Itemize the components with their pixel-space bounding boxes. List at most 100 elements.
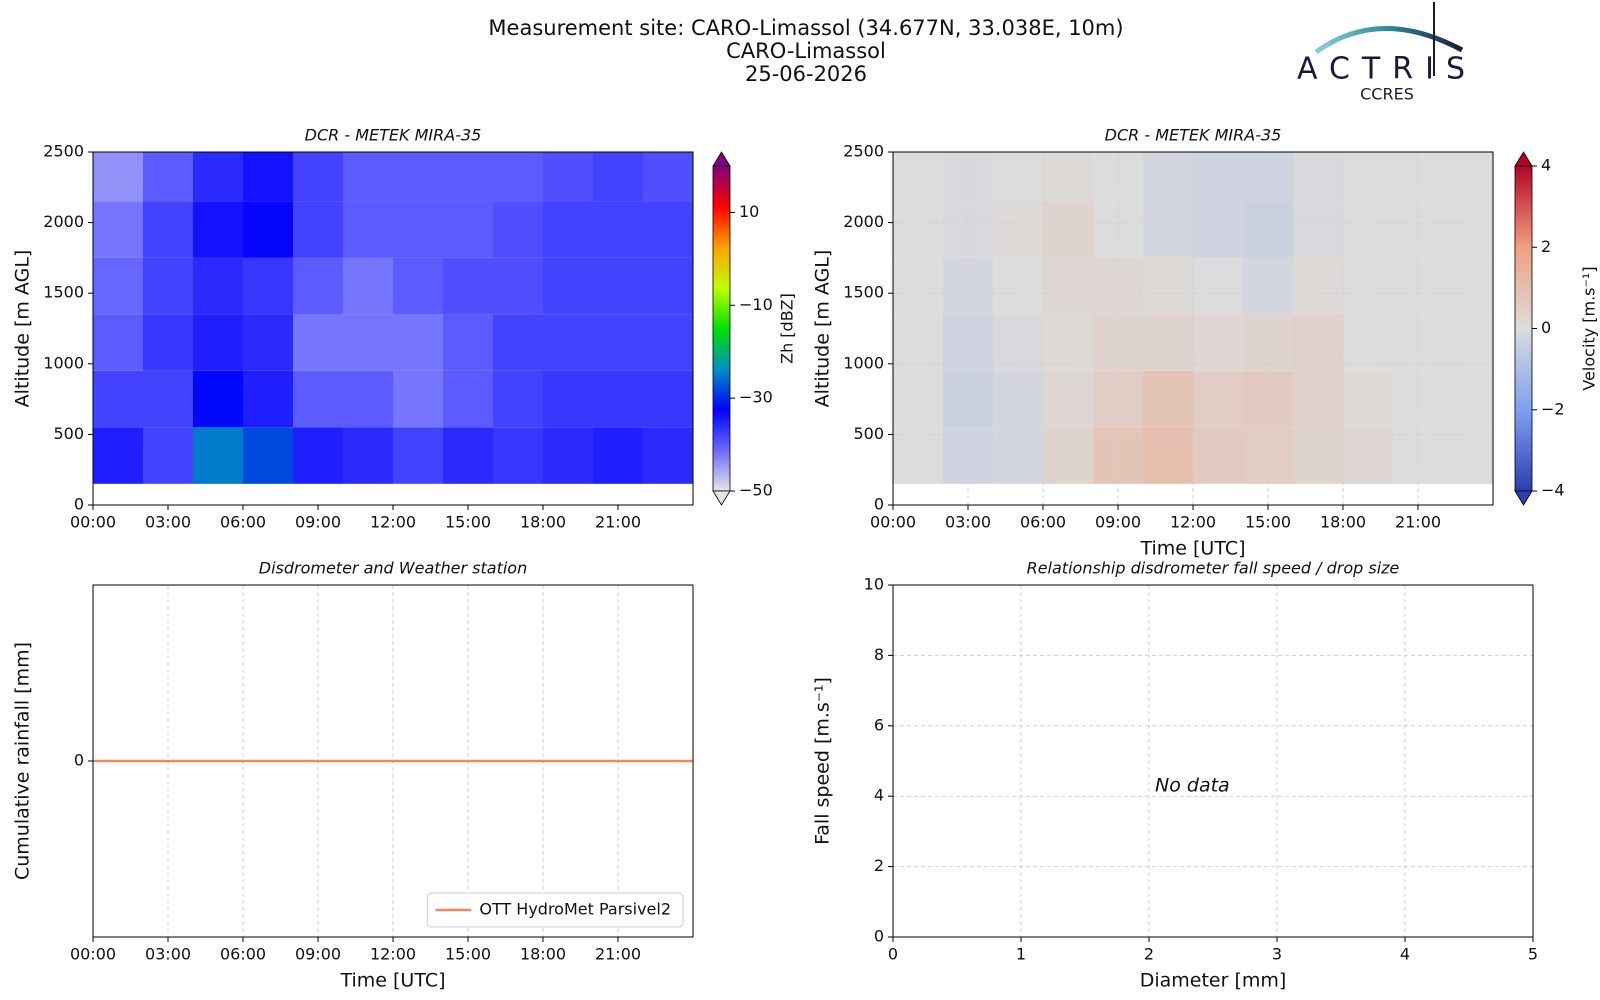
heatmap-cell: [1143, 257, 1193, 315]
heatmap-cell: [193, 427, 243, 484]
plot-area: [893, 585, 1533, 937]
y-axis-label: Altitude [m AGL]: [812, 250, 834, 408]
heatmap-cell: [993, 152, 1043, 202]
heatmap-cell: [1043, 152, 1093, 202]
heatmap-cell: [243, 370, 293, 428]
y-tick-label: 2000: [843, 212, 884, 231]
heatmap-cell: [343, 314, 393, 371]
y-tick-label: 0: [874, 927, 884, 946]
heatmap-cell: [343, 201, 393, 258]
heatmap-cell: [193, 201, 243, 258]
heatmap-cell: [393, 257, 443, 315]
heatmap-cell: [1143, 152, 1193, 202]
heatmap-cell: [243, 427, 293, 484]
x-tick-label: 00:00: [70, 513, 116, 532]
y-tick-label: 2: [874, 856, 884, 875]
x-tick-label: 5: [1528, 945, 1538, 964]
heatmap-cell: [543, 370, 593, 428]
heatmap-cell: [1293, 201, 1343, 258]
heatmap-cell: [93, 314, 143, 371]
axes-frame: [92, 584, 694, 938]
heatmap-cell: [193, 314, 243, 371]
heatmap-cell: [1193, 257, 1243, 315]
x-tick-label: 2: [1144, 945, 1154, 964]
colorbar-tick-label: −10: [739, 295, 773, 314]
heatmap-cell: [993, 257, 1043, 315]
heatmap-cell: [643, 314, 693, 371]
heatmap-cell: [1293, 370, 1343, 428]
x-tick-label: 06:00: [220, 945, 266, 964]
colorbar-tick-label: −50: [739, 481, 773, 500]
heatmap-cell: [243, 201, 293, 258]
colorbar: [712, 165, 731, 492]
y-tick-label: 500: [53, 424, 84, 443]
heatmap-cell: [993, 314, 1043, 371]
heatmap-cell: [1043, 257, 1093, 315]
heatmap-cell: [1343, 201, 1393, 258]
heatmap-cell: [443, 152, 493, 202]
heatmap-cell: [443, 201, 493, 258]
heatmap-cell: [143, 314, 193, 371]
x-tick-label: 06:00: [220, 513, 266, 532]
y-tick-label: 4: [874, 786, 884, 805]
heatmap-cell: [593, 257, 643, 315]
panel-title: DCR - METEK MIRA-35: [1105, 126, 1282, 145]
heatmap-cell: [1043, 314, 1093, 371]
heatmap-cell: [393, 314, 443, 371]
x-axis-label: Time [UTC]: [1139, 538, 1245, 560]
x-tick-label: 06:00: [1020, 513, 1066, 532]
heatmap-cell: [93, 257, 143, 315]
heatmap-cell: [1443, 257, 1493, 315]
heatmap-cell: [293, 152, 343, 202]
figure-title: Measurement site: CARO-Limassol (34.677N…: [488, 16, 1123, 40]
heatmap-cell: [393, 152, 443, 202]
heatmap-cell: [1343, 314, 1393, 371]
heatmap-cell: [293, 314, 343, 371]
x-tick-label: 00:00: [70, 945, 116, 964]
heatmap-cell: [293, 257, 343, 315]
heatmap-cell: [443, 257, 493, 315]
heatmap-cell: [93, 201, 143, 258]
heatmap-cell: [393, 201, 443, 258]
heatmap-cell: [1043, 201, 1093, 258]
heatmap-cell: [243, 152, 293, 202]
x-tick-label: 09:00: [295, 945, 341, 964]
heatmap-cell: [193, 152, 243, 202]
heatmap-cell: [643, 427, 693, 484]
y-axis-label: Fall speed [m.s⁻¹]: [812, 677, 834, 845]
x-tick-label: 15:00: [445, 513, 491, 532]
heatmap-cell: [443, 370, 493, 428]
colorbar-extend-max: [1514, 151, 1533, 167]
axes-frame: [892, 151, 1494, 506]
x-tick-label: 18:00: [1320, 513, 1366, 532]
x-tick-label: 0: [888, 945, 898, 964]
y-tick-label: 1000: [43, 353, 84, 372]
y-tick-label: 1500: [43, 283, 84, 302]
x-tick-label: 1: [1016, 945, 1026, 964]
x-tick-label: 18:00: [520, 945, 566, 964]
x-axis-label: Diameter [mm]: [1140, 970, 1287, 992]
y-tick-label: 500: [853, 424, 884, 443]
heatmap-cell: [643, 201, 693, 258]
heatmap-cell: [493, 257, 543, 315]
heatmap-cell: [893, 370, 943, 428]
heatmap-cell: [1193, 314, 1243, 371]
x-tick-label: 12:00: [1170, 513, 1216, 532]
colorbar-tick-label: 4: [1541, 156, 1551, 175]
heatmap-cell: [343, 257, 393, 315]
heatmap-cell: [1193, 152, 1243, 202]
heatmap-cell: [193, 257, 243, 315]
heatmap-cell: [893, 201, 943, 258]
heatmap-cell: [543, 257, 593, 315]
x-tick-label: 09:00: [1095, 513, 1141, 532]
panel-title: DCR - METEK MIRA-35: [305, 126, 482, 145]
logo-arc: [1314, 26, 1464, 55]
y-tick-label: 1000: [843, 353, 884, 372]
heatmap-cell: [543, 427, 593, 484]
heatmap-cell: [93, 427, 143, 484]
heatmap-cell: [543, 314, 593, 371]
heatmap-cell: [1443, 314, 1493, 371]
colorbar-extend-max: [712, 151, 731, 167]
x-axis-label: Time [UTC]: [339, 970, 445, 992]
